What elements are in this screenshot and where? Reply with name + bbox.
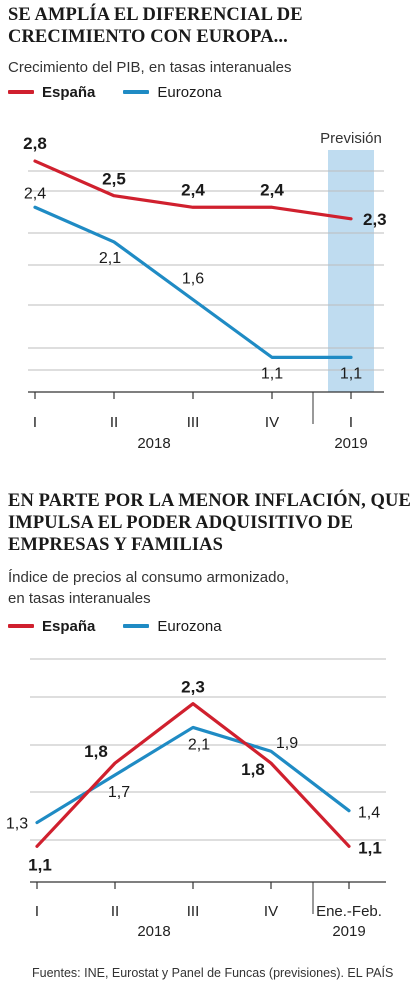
spain-line: [35, 702, 351, 848]
x-tick-label: IV: [265, 414, 279, 431]
spain-data-label: 2,8: [23, 134, 47, 153]
x-tick-label: I: [35, 903, 39, 920]
year-label-2019: 2019: [332, 923, 365, 940]
chart2-legend-spain: España: [8, 618, 95, 635]
chart2-legend-spain-swatch: [8, 624, 34, 628]
spain-data-label: 2,3: [181, 678, 205, 697]
eurozone-data-label: 1,9: [276, 735, 298, 752]
chart2-legend-eurozone: Eurozona: [123, 617, 222, 635]
eurozone-data-label: 2,1: [188, 736, 210, 753]
chart1-legend-eurozone-label: Eurozona: [157, 83, 222, 101]
chart2-headline-line-3: EMPRESAS Y FAMILIAS: [8, 535, 224, 555]
spain-data-label: 1,1: [358, 838, 382, 857]
chart1-headline-line-1: SE AMPLÍA EL DIFERENCIAL DE: [8, 5, 303, 25]
year-label-2019: 2019: [334, 435, 367, 452]
eurozone-data-label: 2,4: [24, 185, 46, 202]
chart1-legend-spain-label: España: [42, 83, 96, 101]
sources-footer: Fuentes: INE, Eurostat y Panel de Funcas…: [32, 966, 394, 980]
chart1-legend: España Eurozona: [8, 82, 250, 102]
x-tick-label: II: [110, 414, 118, 431]
chart2-headline-line-2: IMPULSA EL PODER ADQUISITIVO DE: [8, 513, 354, 533]
chart1-legend-eurozone-swatch: [123, 90, 150, 94]
eurozone-data-label: 1,1: [261, 365, 283, 382]
chart1-headline-line-2: CRECIMIENTO CON EUROPA...: [8, 27, 288, 47]
x-tick-label: I: [349, 414, 353, 431]
eurozone-data-label: 1,6: [182, 271, 204, 288]
x-tick-label: IV: [264, 903, 278, 920]
x-tick-label: III: [187, 414, 200, 431]
chart1-headline: SE AMPLÍA EL DIFERENCIAL DE CRECIMIENTO …: [8, 4, 303, 48]
forecast-band: [328, 150, 374, 392]
x-tick-label: II: [111, 903, 119, 920]
x-tick-label: Ene.-Feb.: [316, 903, 382, 920]
spain-data-label: 2,5: [102, 170, 126, 189]
chart2-legend: España Eurozona: [8, 616, 250, 636]
chart1-subtitle-line-1: Crecimiento del PIB, en tasas interanual…: [8, 59, 292, 76]
chart1-subtitle: Crecimiento del PIB, en tasas interanual…: [8, 57, 291, 78]
chart2-subtitle: Índice de precios al consumo armonizado,…: [8, 567, 289, 609]
eurozone-data-label: 1,7: [108, 784, 130, 801]
chart2-legend-eurozone-label: Eurozona: [157, 617, 222, 635]
spain-data-label: 2,4: [181, 180, 205, 199]
spain-line: [33, 159, 353, 221]
eurozone-data-label: 2,1: [99, 250, 121, 267]
spain-data-label: 2,4: [260, 180, 284, 199]
x-tick-label: III: [187, 903, 200, 920]
forecast-label: Previsión: [320, 130, 382, 147]
inflation-chart: I II III IV Ene.-Feb.2018 20191,11,82,31,81,1…: [6, 658, 386, 940]
chart2-legend-eurozone-swatch: [123, 624, 150, 628]
year-label-2018: 2018: [137, 923, 170, 940]
eurozone-data-label: 1,1: [340, 365, 362, 382]
chart1-legend-spain: España: [8, 84, 95, 101]
chart2-legend-spain-label: España: [42, 617, 96, 635]
spain-data-label: 1,8: [84, 742, 108, 761]
chart2-headline: EN PARTE POR LA MENOR INFLACIÓN, QUE IMP…: [8, 490, 411, 556]
chart1-legend-eurozone: Eurozona: [123, 83, 222, 101]
eurozone-data-label: 1,4: [358, 805, 380, 822]
year-label-2018: 2018: [137, 435, 170, 452]
spain-data-label: 2,3: [363, 210, 387, 229]
eurozone-data-label: 1,3: [6, 816, 28, 833]
chart2-headline-line-1: EN PARTE POR LA MENOR INFLACIÓN, QUE: [8, 491, 411, 511]
chart1-legend-spain-swatch: [8, 90, 34, 94]
eurozone-line: [33, 205, 353, 359]
spain-data-label: 1,1: [28, 855, 52, 874]
x-tick-label: I: [33, 414, 37, 431]
chart2-subtitle-line-1: Índice de precios al consumo armonizado,: [8, 569, 289, 586]
spain-data-label: 1,8: [241, 760, 265, 779]
chart2-subtitle-line-2: en tasas interanuales: [8, 590, 151, 607]
